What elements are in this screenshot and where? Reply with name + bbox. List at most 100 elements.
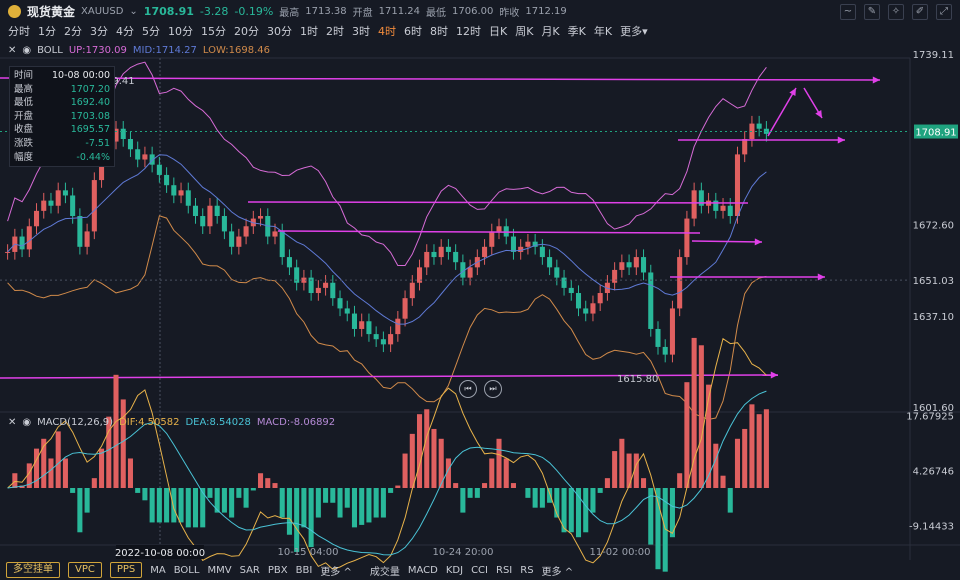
macd-bar	[648, 488, 654, 545]
candle-body	[214, 205, 220, 217]
indicator-tab[interactable]: BOLL	[173, 564, 200, 576]
timeframe-item[interactable]: 2时	[326, 25, 344, 38]
macd-bar	[575, 488, 582, 538]
timeframe-item[interactable]: 周K	[515, 25, 534, 38]
indicator-tab[interactable]: 更多 ^	[320, 566, 352, 578]
macd-bar	[265, 478, 271, 488]
timeframe-item[interactable]: 15分	[201, 25, 226, 38]
macd-bar	[424, 409, 430, 488]
close-icon[interactable]: ✕	[8, 416, 17, 428]
candle-body	[301, 277, 307, 283]
timeframe-item[interactable]: 20分	[234, 25, 259, 38]
open-value: 1711.24	[378, 5, 421, 17]
timeframe-item[interactable]: 6时	[404, 25, 422, 38]
indicator-tab[interactable]: CCI	[471, 564, 488, 576]
indicator-tab[interactable]: MMV	[207, 564, 232, 576]
candle-body	[207, 205, 213, 227]
timeframe-item[interactable]: 10分	[168, 25, 193, 38]
candle-body	[713, 200, 719, 211]
timeframe-item[interactable]: 8时	[430, 25, 448, 38]
candle-body	[127, 138, 133, 150]
timeframe-item[interactable]: 季K	[567, 25, 586, 38]
candle-body	[402, 298, 408, 319]
chevron-down-icon[interactable]: ⌄	[129, 5, 138, 17]
candle-body	[294, 267, 300, 283]
next-page-icon[interactable]: ⏭	[484, 380, 502, 398]
fullscreen-icon[interactable]: ⤢	[936, 4, 952, 20]
timeframe-item[interactable]: 3分	[90, 25, 108, 38]
candle-body	[510, 236, 516, 252]
timeframe-item[interactable]: 3时	[352, 25, 370, 38]
timeframe-item[interactable]: 月K	[541, 25, 560, 38]
indicator-tab[interactable]: 更多 ^	[541, 566, 574, 578]
timeframe-bar: 分时 1分 2分 3分 4分 5分 10分 15分 20分 30分 1时 2时 3时 4时 6时 8时 12时日…	[0, 22, 648, 40]
eye-icon[interactable]: ◉	[22, 44, 32, 56]
candle-body	[669, 308, 675, 355]
bottom-button[interactable]: VPC	[68, 562, 102, 578]
indicator-tab[interactable]: MACD	[407, 564, 438, 576]
macd-bar	[120, 399, 126, 488]
timeframe-item[interactable]: 年K	[593, 25, 613, 38]
timeframe-item[interactable]: 1时	[300, 25, 318, 38]
draw-tool-icon[interactable]: ✎	[864, 4, 880, 20]
indicator-tab[interactable]: BBI	[295, 564, 313, 576]
timeframe-item[interactable]: 5分	[142, 25, 160, 38]
price-axis-label: 1651.03	[913, 276, 954, 287]
candle-body	[279, 231, 285, 258]
bottom-button[interactable]: PPS	[109, 562, 143, 578]
timeframe-item[interactable]: 12时	[456, 25, 481, 38]
indicator-tab[interactable]: PBX	[267, 564, 288, 576]
macd-bar	[48, 458, 54, 488]
timeframe-item[interactable]: 4时	[378, 25, 396, 38]
macd-bar	[734, 438, 741, 488]
macd-bar	[496, 438, 502, 488]
macd-bar	[395, 485, 401, 488]
prev-page-icon[interactable]: ⏮	[459, 380, 477, 398]
indicator-tab[interactable]: KDJ	[445, 564, 464, 576]
candle-body	[655, 328, 661, 347]
indicator-tab[interactable]: 成交量	[369, 566, 400, 578]
indicator-tab[interactable]: MA	[150, 564, 166, 576]
bottom-button[interactable]: 多空挂单	[6, 562, 60, 578]
macd-bar	[388, 488, 394, 493]
instrument-name[interactable]: 现货黄金	[27, 4, 76, 19]
candle-body	[62, 190, 68, 196]
chart-type-icon[interactable]: ~	[840, 4, 856, 20]
macd-bar	[258, 473, 264, 488]
macd-bar	[207, 488, 213, 498]
macd-bar	[684, 382, 690, 488]
macd-bar	[402, 453, 408, 488]
close-icon[interactable]: ✕	[8, 44, 17, 56]
timeframe-item[interactable]: 更多▾	[620, 25, 648, 38]
timeframe-item[interactable]: 1分	[38, 25, 56, 38]
timeframe-item[interactable]: 30分	[267, 25, 292, 38]
instrument-symbol[interactable]: XAUUSD	[81, 5, 124, 17]
macd-bar	[373, 488, 379, 518]
candle-body	[568, 287, 574, 294]
timeframe-item[interactable]: 日K	[489, 25, 508, 38]
candle-body	[633, 257, 639, 268]
macd-bar	[633, 453, 639, 488]
candle-body	[489, 231, 495, 247]
indicator-tab[interactable]: SAR	[239, 564, 260, 576]
candle-body	[272, 231, 278, 237]
pen-icon[interactable]: ✐	[912, 4, 928, 20]
arrow-head	[789, 88, 796, 96]
timeframe-item[interactable]: 分时	[8, 25, 30, 38]
eye-icon[interactable]: ◉	[22, 416, 32, 428]
macd-bar	[525, 488, 531, 498]
macd-axis-label: 4.26746	[913, 466, 954, 477]
candle-body	[619, 262, 625, 270]
macd-bar	[380, 488, 386, 518]
price-change: -3.28	[199, 4, 229, 18]
candle-body	[496, 226, 502, 232]
settings-icon[interactable]: ✧	[888, 4, 904, 20]
macd-bar	[127, 458, 133, 488]
timeframe-item[interactable]: 4分	[116, 25, 134, 38]
candle-body	[482, 246, 488, 258]
timeframe-item[interactable]: 2分	[64, 25, 82, 38]
indicator-tab[interactable]: RSI	[496, 564, 513, 576]
candle-body	[84, 231, 90, 247]
indicator-tab[interactable]: RS	[520, 564, 534, 576]
